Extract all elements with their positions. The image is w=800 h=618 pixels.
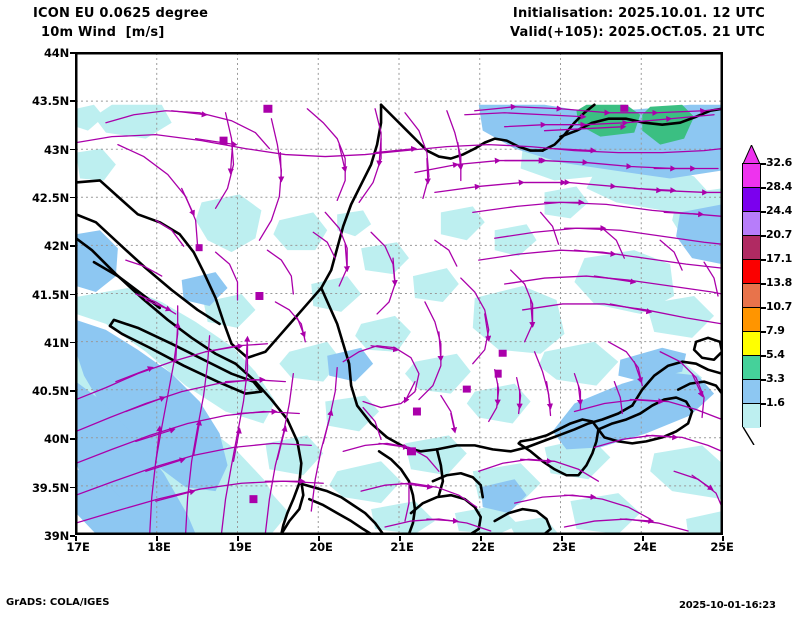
lat-tickmark bbox=[70, 486, 75, 489]
lon-tickmark bbox=[318, 536, 320, 541]
lat-tickmark bbox=[70, 245, 75, 247]
lon-tickmark bbox=[156, 536, 158, 541]
colorbar-tick bbox=[761, 379, 766, 381]
field-title: 10m Wind [m/s] bbox=[41, 25, 165, 40]
lat-tick-40n: 40N bbox=[43, 432, 69, 446]
colorbar-label-3.3: 3.3 bbox=[766, 372, 785, 385]
lat-tickmark bbox=[70, 390, 75, 392]
initialisation-label: Initialisation: 2025.10.01. 12 UTC bbox=[512, 6, 765, 21]
lon-tickmark bbox=[75, 536, 77, 541]
lon-tick-19e: 19E bbox=[228, 540, 252, 554]
colorbar-tick bbox=[761, 259, 766, 261]
colorbar-band-24.4 bbox=[743, 212, 760, 236]
colorbar-label-7.9: 7.9 bbox=[766, 324, 785, 337]
lat-tickmark bbox=[70, 438, 75, 440]
colorbar-tick bbox=[761, 235, 766, 237]
colorbar-band-32.6 bbox=[743, 164, 760, 188]
lon-tick-21e: 21E bbox=[390, 540, 414, 554]
map-plot-area[interactable] bbox=[75, 52, 723, 535]
map-gridlines bbox=[76, 53, 722, 534]
grads-credit: GrADS: COLA/IGES bbox=[6, 597, 110, 608]
colorbar-label-13.8: 13.8 bbox=[766, 276, 792, 289]
lat-tick-42.5n: 42.5N bbox=[32, 191, 69, 205]
lon-tick-24e: 24E bbox=[633, 540, 657, 554]
lon-tick-22e: 22E bbox=[471, 540, 495, 554]
colorbar-label-5.4: 5.4 bbox=[766, 348, 785, 361]
lat-tickmark bbox=[70, 52, 75, 54]
lat-tickmark bbox=[70, 341, 75, 344]
lat-tickmark bbox=[70, 100, 75, 102]
colorbar-tick bbox=[761, 283, 766, 285]
lat-tick-44n: 44N bbox=[43, 46, 69, 60]
colorbar-band-1.6 bbox=[743, 404, 760, 428]
map-border bbox=[76, 53, 722, 534]
colorbar-band-20.7 bbox=[743, 236, 760, 260]
lat-tick-39n: 39N bbox=[43, 529, 69, 543]
colorbar-band-28.4 bbox=[743, 188, 760, 212]
windspeed-colorbar[interactable] bbox=[742, 163, 761, 428]
lat-tick-42n: 42N bbox=[43, 239, 69, 253]
colorbar-tick bbox=[761, 403, 766, 405]
colorbar-band-7.9 bbox=[743, 332, 760, 356]
lon-tick-18e: 18E bbox=[147, 540, 171, 554]
colorbar-label-17.1: 17.1 bbox=[766, 252, 792, 265]
colorbar-tick bbox=[761, 187, 766, 189]
lon-tickmark bbox=[642, 536, 644, 541]
lat-tick-41.5n: 41.5N bbox=[32, 288, 69, 302]
model-title: ICON EU 0.0625 degree bbox=[33, 6, 209, 21]
lat-tickmark bbox=[70, 535, 75, 537]
lon-tickmark bbox=[237, 536, 239, 541]
lat-tick-43n: 43N bbox=[43, 143, 69, 157]
colorbar-top-arrow bbox=[742, 145, 761, 164]
colorbar-band-3.3 bbox=[743, 380, 760, 404]
colorbar-tick bbox=[761, 307, 766, 309]
lon-tickmark bbox=[561, 536, 563, 541]
colorbar-tick bbox=[761, 163, 766, 165]
valid-time-label: Valid(+105): 2025.OCT.05. 21 UTC bbox=[509, 25, 765, 40]
colorbar-band-17.1 bbox=[743, 260, 760, 284]
lon-tickmark bbox=[480, 536, 482, 541]
lat-tickmark bbox=[70, 148, 75, 151]
streamline-nodes bbox=[195, 104, 629, 504]
colorbar-label-32.6: 32.6 bbox=[766, 156, 792, 169]
colorbar-tick bbox=[761, 331, 766, 333]
colorbar-tick bbox=[761, 211, 766, 213]
lon-tick-17e: 17E bbox=[66, 540, 90, 554]
lon-tickmark bbox=[399, 536, 401, 541]
wind-streamlines bbox=[76, 103, 722, 534]
colorbar-band-13.8 bbox=[743, 284, 760, 308]
lon-tickmark bbox=[722, 536, 724, 541]
weather-map-canvas bbox=[76, 53, 722, 534]
lat-tick-43.5n: 43.5N bbox=[32, 94, 69, 108]
lon-tick-20e: 20E bbox=[309, 540, 333, 554]
colorbar-label-28.4: 28.4 bbox=[766, 180, 792, 193]
colorbar-label-1.6: 1.6 bbox=[766, 396, 785, 409]
lat-tick-40.5n: 40.5N bbox=[32, 384, 69, 398]
lat-tickmark bbox=[70, 196, 75, 199]
render-timestamp: 2025-10-01-16:23 bbox=[679, 600, 776, 611]
colorbar-tick bbox=[761, 355, 766, 357]
lat-tickmark bbox=[70, 293, 75, 295]
colorbar-band-10.7 bbox=[743, 308, 760, 332]
colorbar-label-24.4: 24.4 bbox=[766, 204, 792, 217]
lon-tick-25e: 25E bbox=[710, 540, 734, 554]
lat-tick-41n: 41N bbox=[43, 336, 69, 350]
colorbar-label-20.7: 20.7 bbox=[766, 228, 792, 241]
lon-tick-23e: 23E bbox=[552, 540, 576, 554]
colorbar-bottom-tail bbox=[742, 427, 755, 445]
colorbar-label-10.7: 10.7 bbox=[766, 300, 792, 313]
colorbar-band-5.4 bbox=[743, 356, 760, 380]
lat-tick-39.5n: 39.5N bbox=[32, 481, 69, 495]
